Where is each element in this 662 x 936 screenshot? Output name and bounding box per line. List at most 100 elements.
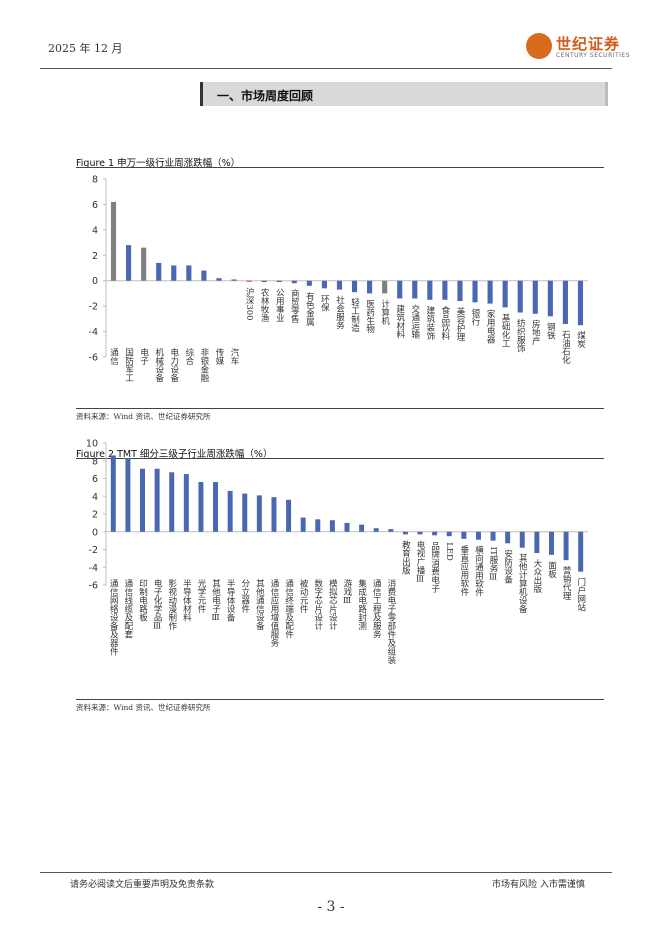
fig2-category-label: 半导体材料: [181, 578, 191, 622]
fig1-category-label: 美容护理: [455, 307, 465, 342]
fig1-y-tick-label: -2: [89, 302, 98, 313]
figure-2-top-rule: [76, 458, 604, 459]
fig1-bar: [171, 265, 177, 281]
fig2-bar: [329, 520, 335, 532]
fig2-category-label: IT服务Ⅲ: [488, 547, 498, 583]
section-heading-box: 一、市场周度回顾: [200, 82, 608, 106]
fig1-bar: [306, 280, 312, 286]
fig2-bar: [198, 482, 204, 532]
fig1-bar: [261, 280, 267, 282]
fig2-category-label: 分立器件: [240, 579, 250, 614]
fig2-y-tick-label: 8: [92, 456, 98, 467]
header-divider: [40, 68, 612, 69]
fig2-category-label: 通信网络设备及器件: [108, 578, 118, 656]
fig1-y-tick-label: 8: [92, 175, 98, 186]
fig2-bar: [490, 531, 496, 541]
fig1-bar: [457, 280, 463, 302]
fig1-bar: [231, 279, 237, 281]
section-heading: 一、市场周度回顾: [217, 89, 314, 103]
fig2-bar: [563, 531, 569, 561]
fig1-bar: [110, 201, 117, 281]
figure-1-svg: -6 -4 -2 0 2 4 6 8 通信 国防军工 电子 机械设备 电力设备 综合 非银金融 传媒 汽车 沪深3…: [89, 175, 588, 383]
fig1-category-label: 基础化工: [500, 313, 510, 348]
fig1-category-label: 社会服务: [334, 295, 344, 331]
fig2-category-label: 其他通信设备: [254, 579, 264, 631]
fig1-category-label: 农林牧渔: [259, 287, 269, 322]
fig2-bar: [125, 458, 131, 532]
fig2-bar: [534, 531, 540, 554]
fig2-bar: [154, 468, 160, 532]
figure-2-svg: -6 -4 -2 0 2 4 6 8 10 通信网络设备及器件 通信线缆及配套 印制电路板 电子化学品Ⅲ…: [86, 439, 588, 665]
fig1-bar: [367, 280, 373, 294]
fig2-bar: [110, 455, 116, 532]
fig2-category-label: 模拟芯片设计: [327, 578, 337, 631]
fig2-bar: [505, 531, 511, 544]
fig2-bar: [402, 531, 408, 535]
fig1-category-label: 交通运输: [410, 304, 420, 340]
fig1-category-label: 建筑装饰: [425, 305, 435, 341]
fig1-category-label: 家用电器: [485, 309, 495, 345]
page-number: - 3 -: [317, 899, 345, 915]
fig1-category-label: 非银金融: [199, 347, 209, 383]
fig1-category-label: 环保: [319, 294, 329, 312]
fig1-bar: [397, 280, 403, 299]
fig2-bar: [271, 497, 277, 532]
figure-1-chart: -6 -4 -2 0 2 4 6 8 通信 国防军工 电子 机械设备 电力设备 综合 非银金融 传媒 汽车 沪深3…: [76, 170, 604, 405]
fig2-bar: [344, 522, 350, 532]
fig1-bar: [532, 280, 538, 314]
fig2-category-label: 光学元件: [196, 578, 206, 614]
figure-2-source: 资料来源：Wind 资讯、世纪证券研究所: [76, 703, 211, 712]
footer-disclaimer: 请务必阅读文后重要声明及免责条款: [70, 880, 215, 890]
fig2-bar: [169, 472, 175, 532]
fig2-bar: [475, 531, 481, 540]
fig2-category-label: 通信应用增值服务: [269, 578, 279, 648]
fig1-bar: [412, 280, 418, 299]
fig1-bar: [141, 247, 147, 281]
fig2-category-label: 影视动漫制作: [167, 578, 177, 631]
fig2-y-tick-label: -6: [89, 581, 98, 592]
fig1-category-label: 建筑材料: [395, 304, 405, 340]
fig1-bar: [427, 280, 433, 300]
fig1-category-label: 电子: [139, 347, 149, 365]
fig2-bar: [256, 495, 262, 532]
footer-divider: [40, 872, 612, 873]
fig1-bar: [547, 280, 553, 317]
fig2-category-label: 门户网站: [576, 577, 586, 613]
fig2-bar: [242, 493, 248, 532]
fig2-bar: [417, 531, 423, 535]
fig1-y-tick-label: -6: [89, 353, 98, 364]
fig2-bar: [183, 474, 189, 532]
fig2-category-label: 品牌消费电子: [430, 541, 440, 592]
fig2-bar: [461, 531, 467, 539]
fig2-y-tick-label: 0: [92, 527, 98, 538]
fig2-category-label: 通信终端及配件: [284, 578, 294, 639]
fig2-category-label: 电子化学品Ⅲ: [152, 578, 162, 631]
fig2-y-tick-label: 2: [92, 510, 98, 521]
fig1-y-tick-label: 0: [92, 276, 98, 287]
fig1-category-label: 公用事业: [274, 288, 284, 322]
fig2-bar: [432, 531, 438, 536]
figure-1-bottom-rule: [76, 408, 604, 409]
fig2-category-label: 其他计算机设备: [517, 554, 527, 614]
fig1-category-label: 煤炭: [575, 331, 585, 350]
fig1-y-tick-label: -4: [89, 327, 98, 338]
fig1-category-label: 房地产: [530, 319, 540, 346]
fig2-category-label: 集成电路封测: [357, 578, 367, 631]
fig1-category-label: 钢铁: [545, 322, 555, 341]
fig2-category-label: 面板: [546, 561, 556, 579]
fig2-bar: [446, 531, 452, 537]
fig2-category-label: 营销代理: [561, 566, 571, 601]
fig2-category-label: 消费电子零部件及组装: [386, 578, 396, 665]
fig1-y-tick-label: 2: [92, 251, 98, 262]
fig2-bar: [213, 482, 219, 532]
fig1-category-label: 医药生物: [365, 299, 375, 334]
logo-emblem-icon: [526, 33, 552, 59]
fig2-category-label: 电视广播Ⅲ: [415, 540, 425, 585]
logo-english-name: CENTURY SECURITIES: [556, 52, 631, 59]
fig2-category-label: 大众出版: [532, 559, 542, 595]
fig2-bar: [373, 528, 379, 532]
fig2-category-label: 安防设备: [503, 549, 513, 584]
footer-risk-note: 市场有风险 入市需谨慎: [492, 880, 585, 890]
fig2-bar: [227, 490, 233, 532]
fig1-category-label: 通信: [109, 347, 119, 366]
